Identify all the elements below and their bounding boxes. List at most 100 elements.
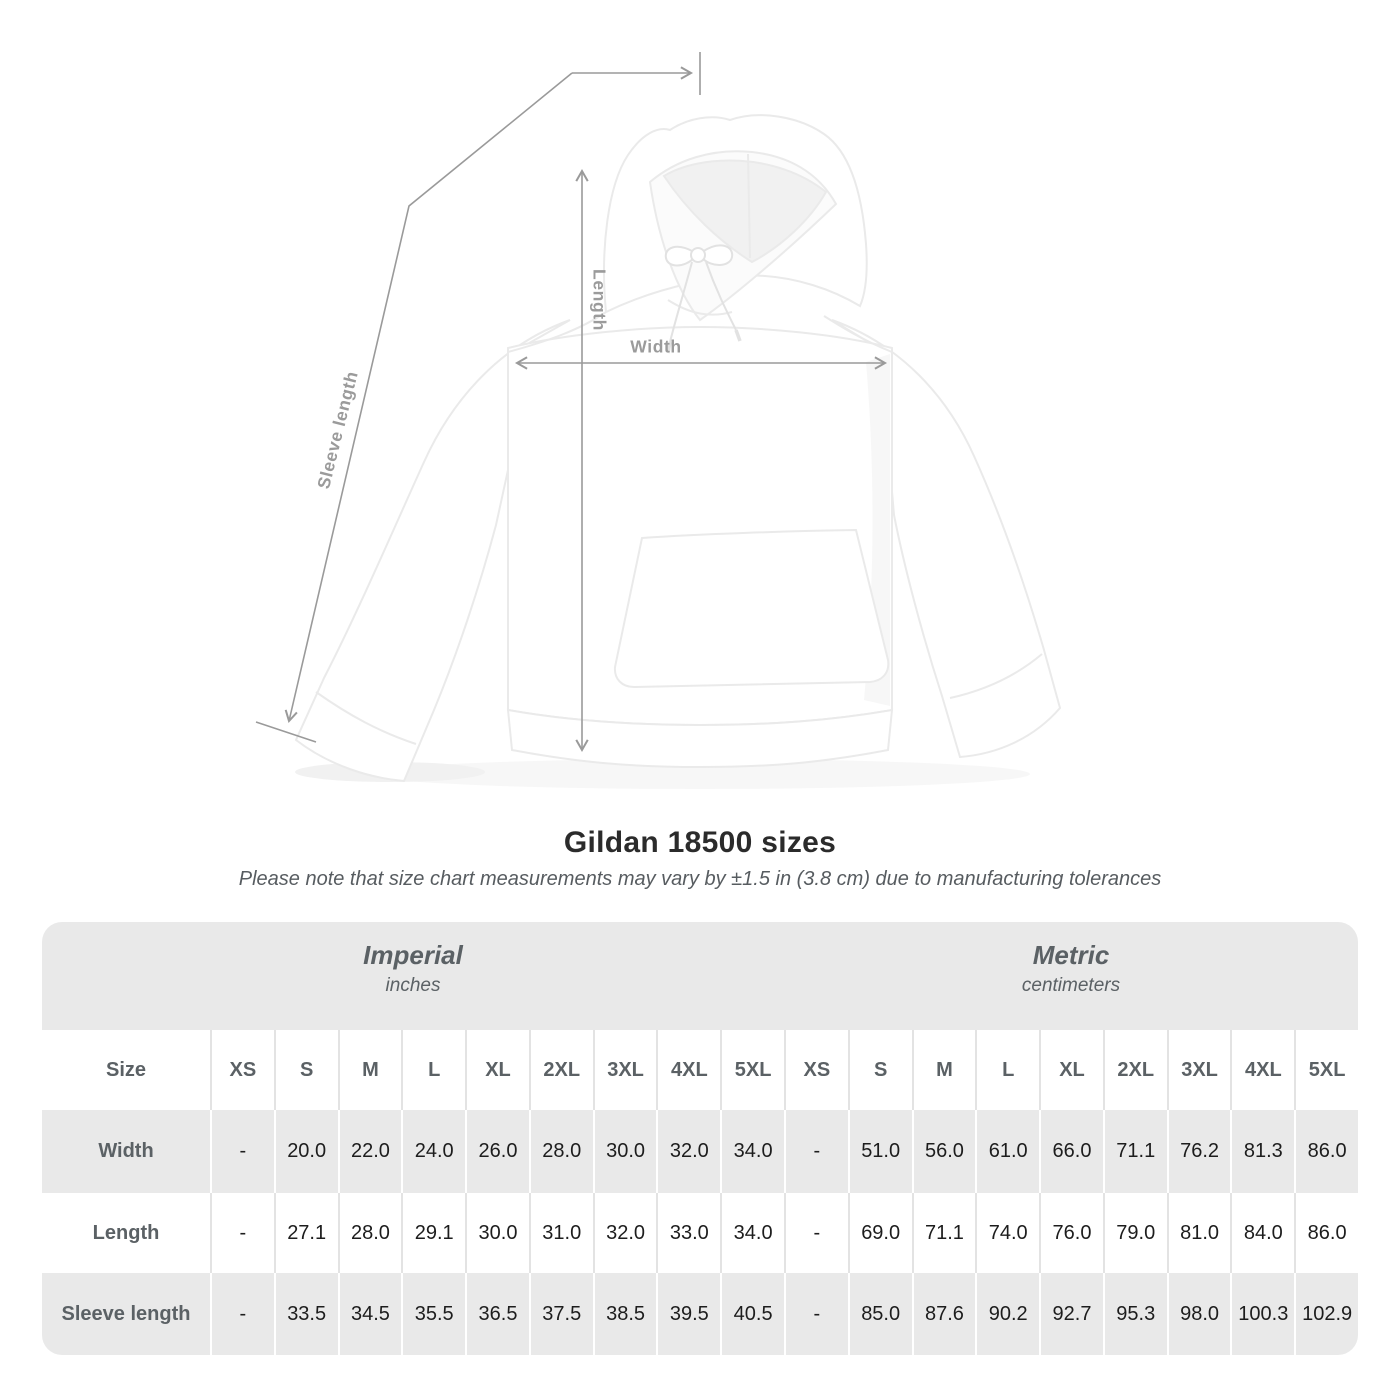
size-row-header: Size (105, 1058, 147, 1081)
metric-label: Metric (1032, 940, 1110, 970)
hoodie-measurement-diagram: Length Width Sleeve length (255, 52, 1062, 789)
size-column-header: 4XL (1230, 1030, 1294, 1110)
measurement-value-cell: 56.0 (911, 1110, 976, 1193)
measurement-value-cell: 79.0 (1102, 1193, 1167, 1273)
measurement-value-cell: 32.0 (656, 1110, 721, 1193)
size-column-header: XL (1039, 1030, 1103, 1110)
measurement-value-cell: 31.0 (528, 1193, 593, 1273)
measurement-value-cell: 81.0 (1166, 1193, 1231, 1273)
imperial-label: Imperial (363, 940, 463, 970)
size-table: Imperial inches Metric centimeters Size X… (42, 922, 1358, 1355)
measurement-value-cell: 28.0 (528, 1110, 593, 1193)
size-column-header: 2XL (1102, 1030, 1167, 1110)
measurement-value-cell: - (210, 1273, 274, 1355)
size-column-header: 3XL (592, 1030, 657, 1110)
measurement-value-cell: 84.0 (1230, 1193, 1294, 1273)
measurement-value-cell: 71.1 (911, 1193, 976, 1273)
measurement-value-cell: 81.3 (1230, 1110, 1295, 1193)
measurement-value-cell: 30.0 (465, 1193, 529, 1273)
unit-header-imperial: Imperial inches (42, 922, 784, 1030)
measurement-value-cell: 69.0 (847, 1193, 912, 1273)
measurement-value-cell: 51.0 (847, 1110, 912, 1193)
tolerance-note: Please note that size chart measurements… (238, 868, 1162, 890)
measurement-value-cell: 20.0 (273, 1110, 338, 1193)
measurement-row-label: Width (42, 1110, 210, 1193)
measurement-value-cell: 85.0 (847, 1273, 912, 1355)
measurement-value-cell: 100.3 (1230, 1273, 1295, 1355)
size-column-header: M (911, 1030, 976, 1110)
measurement-value-cell: 95.3 (1102, 1273, 1167, 1355)
measurement-value-cell: 76.2 (1166, 1110, 1231, 1193)
left-sleeve (294, 319, 571, 783)
measurement-value-cell: 26.0 (465, 1110, 529, 1193)
measurement-lines (255, 52, 888, 753)
measurement-value-cell: 33.0 (656, 1193, 720, 1273)
measurement-value-cell: - (784, 1193, 848, 1273)
hoodie-illustration (255, 52, 1062, 789)
hoodie-garment (294, 114, 1062, 783)
measurement-value-cell: - (784, 1273, 848, 1355)
sleeve-length-bottom-tick (255, 721, 317, 743)
size-column-header: M (337, 1030, 402, 1110)
measurement-value-cell: 102.9 (1294, 1273, 1358, 1355)
page-title: Gildan 18500 sizes (563, 826, 837, 859)
size-column-header: S (847, 1030, 912, 1110)
measurement-value-cell: - (784, 1110, 848, 1193)
measurement-value-cell: 90.2 (975, 1273, 1040, 1355)
measurement-value-cell: 22.0 (337, 1110, 402, 1193)
measurement-value-cell: - (210, 1193, 274, 1273)
measurement-value-cell: 24.0 (401, 1110, 466, 1193)
sleeve-length-line (284, 72, 573, 723)
size-column-header: XL (465, 1030, 529, 1110)
measurement-value-cell: 27.1 (273, 1193, 338, 1273)
width-measure-label: Width (630, 336, 682, 357)
length-measure-label: Length (589, 269, 610, 331)
measurement-value-cell: 36.5 (465, 1273, 529, 1355)
measurement-value-cell: 76.0 (1039, 1193, 1103, 1273)
measurement-value-cell: 35.5 (401, 1273, 466, 1355)
size-column-header: 2XL (528, 1030, 593, 1110)
measurement-row-label: Length (92, 1221, 160, 1244)
metric-unit: centimeters (1021, 974, 1121, 996)
measurement-value-cell: 32.0 (592, 1193, 657, 1273)
size-column-header: S (273, 1030, 338, 1110)
measurement-value-cell: 98.0 (1166, 1273, 1231, 1355)
size-column-header: 4XL (656, 1030, 720, 1110)
measurement-value-cell: 30.0 (592, 1110, 657, 1193)
measurement-value-cell: 33.5 (273, 1273, 338, 1355)
size-column-header: 5XL (720, 1030, 784, 1110)
hem-band (506, 708, 894, 769)
floor-shadow (370, 759, 1030, 789)
measurement-value-cell: 86.0 (1294, 1110, 1358, 1193)
size-column-header: L (975, 1030, 1039, 1110)
measurement-value-cell: 66.0 (1039, 1110, 1103, 1193)
imperial-unit: inches (385, 974, 441, 996)
unit-header-metric: Metric centimeters (784, 922, 1358, 1030)
measurement-row-label: Sleeve length (42, 1273, 210, 1355)
measurement-value-cell: 29.1 (401, 1193, 465, 1273)
measurement-value-cell: 87.6 (911, 1273, 976, 1355)
measurement-value-cell: 40.5 (720, 1273, 784, 1355)
size-column-header: 3XL (1166, 1030, 1231, 1110)
measurement-value-cell: 74.0 (975, 1193, 1039, 1273)
measurement-value-cell: 34.0 (720, 1110, 784, 1193)
drawstring-bow (664, 244, 742, 354)
right-sleeve (831, 319, 1062, 759)
measurement-value-cell: 28.0 (337, 1193, 402, 1273)
measurement-value-cell: 38.5 (592, 1273, 657, 1355)
size-column-header: XS (210, 1030, 274, 1110)
size-column-header: L (401, 1030, 465, 1110)
measurement-value-cell: 92.7 (1039, 1273, 1103, 1355)
measurement-value-cell: 61.0 (975, 1110, 1040, 1193)
kangaroo-pocket (613, 528, 890, 689)
size-column-header: XS (784, 1030, 848, 1110)
size-column-header: 5XL (1294, 1030, 1358, 1110)
measurement-value-cell: 39.5 (656, 1273, 721, 1355)
measurement-value-cell: 34.5 (337, 1273, 402, 1355)
measurement-value-cell: 37.5 (528, 1273, 593, 1355)
measurement-value-cell: 86.0 (1294, 1193, 1358, 1273)
measurement-value-cell: - (210, 1110, 274, 1193)
measurement-value-cell: 34.0 (720, 1193, 784, 1273)
measurement-value-cell: 71.1 (1102, 1110, 1167, 1193)
